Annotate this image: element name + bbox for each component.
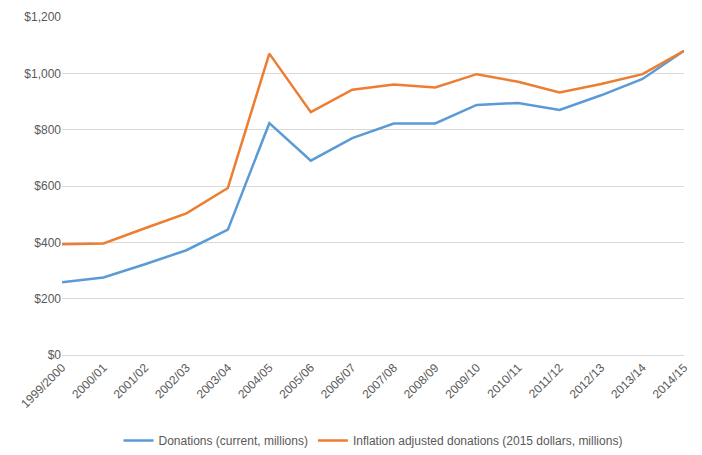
svg-text:$200: $200 [34, 292, 61, 306]
svg-text:Inflation adjusted donations (: Inflation adjusted donations (2015 dolla… [353, 434, 623, 448]
svg-text:$1,200: $1,200 [24, 10, 61, 24]
svg-text:2009/10: 2009/10 [442, 361, 483, 402]
svg-text:$600: $600 [34, 179, 61, 193]
svg-text:2010/11: 2010/11 [485, 361, 525, 401]
svg-text:2000/01: 2000/01 [69, 361, 110, 402]
svg-text:2004/05: 2004/05 [235, 361, 276, 402]
svg-text:2003/04: 2003/04 [194, 361, 235, 402]
svg-text:2011/12: 2011/12 [526, 361, 566, 401]
svg-text:2005/06: 2005/06 [277, 361, 318, 402]
svg-text:2006/07: 2006/07 [318, 361, 359, 402]
svg-text:Donations (current, millions): Donations (current, millions) [159, 434, 308, 448]
svg-text:2013/14: 2013/14 [608, 361, 649, 402]
svg-text:2001/02: 2001/02 [111, 361, 152, 402]
svg-text:$1,000: $1,000 [24, 67, 61, 81]
svg-text:2014/15: 2014/15 [650, 361, 691, 402]
svg-text:2007/08: 2007/08 [360, 361, 401, 402]
svg-text:2008/09: 2008/09 [401, 361, 442, 402]
svg-text:2002/03: 2002/03 [152, 361, 193, 402]
svg-text:$400: $400 [34, 236, 61, 250]
svg-text:$800: $800 [34, 123, 61, 137]
svg-text:2012/13: 2012/13 [567, 361, 608, 402]
svg-text:$0: $0 [48, 348, 62, 362]
svg-text:1999/2000: 1999/2000 [18, 361, 68, 411]
